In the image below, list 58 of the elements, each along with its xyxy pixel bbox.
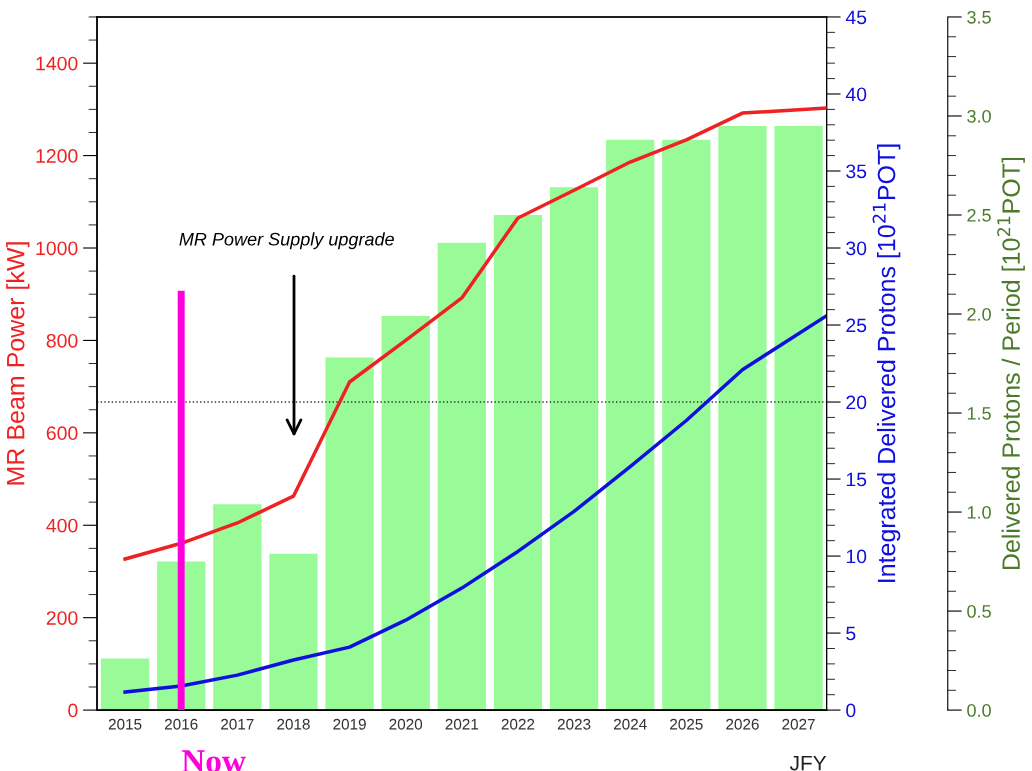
y2-tick-label: 15 bbox=[846, 472, 867, 487]
y-tick-label: 1200 bbox=[36, 149, 78, 163]
bar bbox=[606, 139, 655, 711]
x-tick-label: 2024 bbox=[613, 718, 647, 730]
bar bbox=[662, 139, 711, 711]
x-tick-label: 2026 bbox=[726, 718, 759, 730]
bar bbox=[269, 553, 318, 711]
bar bbox=[549, 187, 599, 711]
y3-tick-label: 0.0 bbox=[967, 704, 991, 717]
y3-tick-label: 2.5 bbox=[967, 208, 991, 222]
x-tick-label: 2018 bbox=[277, 718, 310, 730]
y-tick-label: 400 bbox=[46, 518, 78, 533]
y-tick-label: 1000 bbox=[36, 241, 78, 256]
y-tick-label: 800 bbox=[46, 333, 78, 348]
y-tick-label: 600 bbox=[46, 426, 78, 441]
annotation: MR Power Supply upgrade bbox=[179, 232, 394, 250]
x-tick-label: 2019 bbox=[333, 718, 366, 730]
x-tick-label: 2017 bbox=[221, 718, 254, 730]
x-tick-label: 2015 bbox=[108, 718, 142, 730]
y2-tick-label: 45 bbox=[845, 10, 867, 25]
y-tick-label: 0 bbox=[68, 703, 78, 718]
y3-tick-label: 0.5 bbox=[967, 605, 991, 618]
y3-tick-label: 3.0 bbox=[967, 109, 991, 123]
x-tick-label: 2016 bbox=[164, 718, 198, 730]
y3-tick-label: 1.5 bbox=[967, 407, 991, 420]
bar bbox=[437, 242, 486, 711]
x-tick-label: 2021 bbox=[445, 718, 479, 730]
y3-axis-title: Delivered Protons / Period [10$^{21}$POT] bbox=[997, 157, 1025, 570]
x-tick-label: 2023 bbox=[557, 718, 591, 730]
bar bbox=[381, 316, 430, 711]
y2-tick-label: 20 bbox=[846, 395, 867, 410]
y2-tick-label: 40 bbox=[845, 87, 867, 102]
y3-tick-label: 2.0 bbox=[967, 307, 991, 321]
y3-tick-label: 1.0 bbox=[967, 505, 991, 519]
y2-tick-label: 35 bbox=[846, 164, 867, 179]
line-series bbox=[123, 314, 827, 694]
y-tick-label: 200 bbox=[46, 611, 78, 625]
x-tick-label: 2020 bbox=[389, 718, 423, 730]
bar bbox=[774, 125, 823, 711]
y2-tick-label: 30 bbox=[846, 241, 867, 256]
x-axis-title: JFY bbox=[789, 755, 827, 771]
y2-tick-label: 0 bbox=[846, 703, 856, 718]
x-tick-label: 2027 bbox=[782, 718, 815, 730]
y2-axis-title: Integrated Delivered Protons [10$^{21}$POT] bbox=[872, 144, 901, 582]
bar bbox=[213, 504, 262, 711]
y-tick-label: 1400 bbox=[36, 56, 78, 71]
y2-tick-label: 25 bbox=[846, 318, 867, 333]
x-tick-label: 2025 bbox=[670, 718, 703, 730]
y2-tick-label: 10 bbox=[846, 549, 867, 564]
y2-tick-label: 5 bbox=[846, 626, 856, 641]
line-series bbox=[123, 106, 827, 561]
x-tick-label: 2022 bbox=[501, 718, 535, 730]
bar bbox=[100, 658, 150, 711]
y-axis-title: MR Beam Power [kW] bbox=[6, 242, 30, 485]
y3-tick-label: 3.5 bbox=[967, 10, 991, 24]
bar bbox=[493, 215, 543, 711]
bar bbox=[325, 357, 374, 711]
bar bbox=[718, 125, 767, 711]
